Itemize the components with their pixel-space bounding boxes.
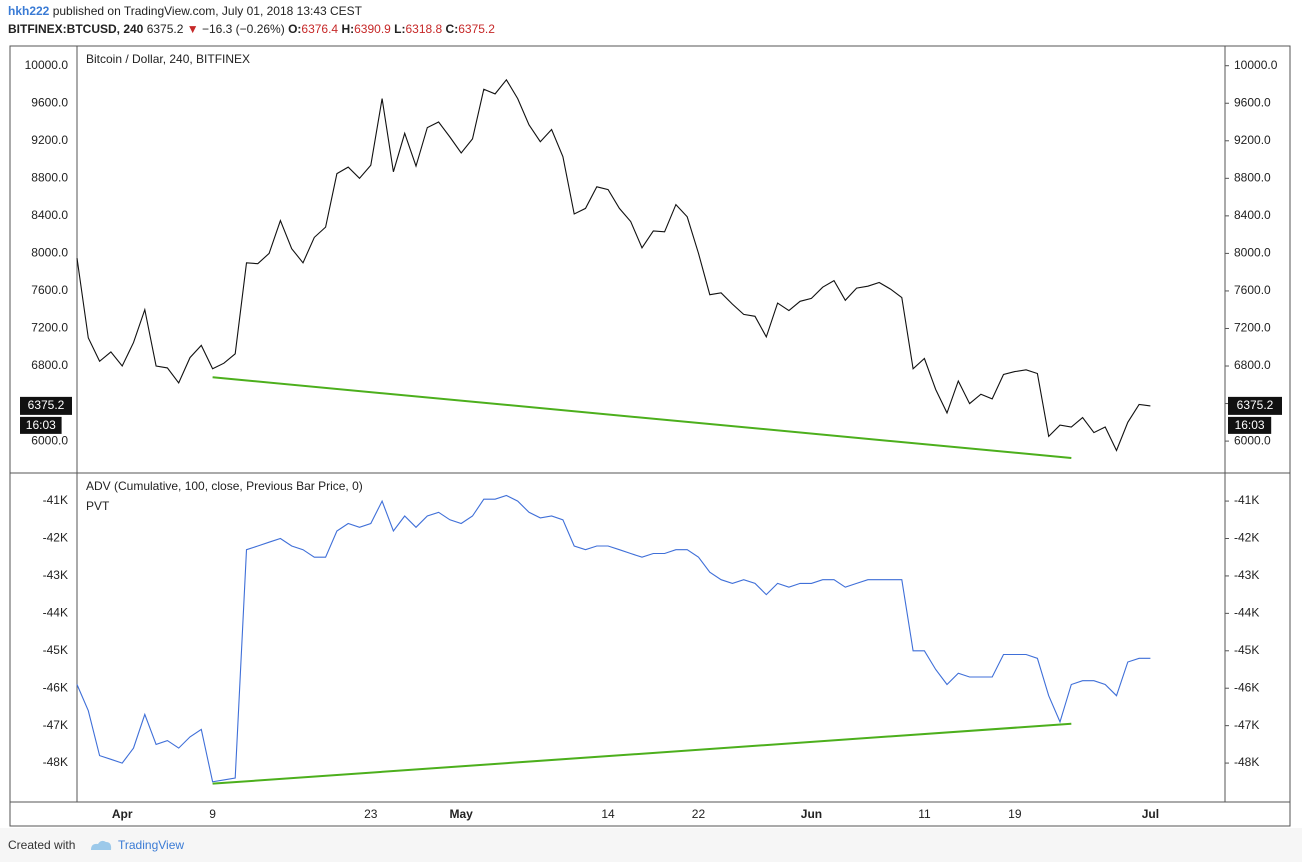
y-tick-label: 6000.0 [31, 433, 68, 447]
open-label: O: [288, 22, 302, 36]
close: 6375.2 [458, 22, 495, 36]
x-tick-label: 9 [209, 807, 216, 821]
high-label: H: [341, 22, 355, 36]
y-tick-label-right: -48K [1234, 755, 1259, 769]
low: 6318.8 [405, 22, 443, 36]
logo [91, 840, 112, 850]
series-line [76, 78, 1151, 452]
y-tick-label-right: 8000.0 [1234, 246, 1271, 260]
y-tick-label: -44K [43, 606, 68, 620]
y-tick-label-right: -41K [1234, 493, 1259, 507]
pane-title: Bitcoin / Dollar, 240, BITFINEX [86, 52, 250, 66]
y-tick-label-right: 8400.0 [1234, 208, 1271, 222]
y-tick-label: 9600.0 [31, 95, 68, 109]
y-tick-label-right: 7600.0 [1234, 283, 1271, 297]
publish-line: hkh222 published on TradingView.com, Jul… [8, 4, 362, 18]
y-tick-label: 6800.0 [31, 358, 68, 372]
frame [9, 45, 1291, 827]
pane-title: ADV (Cumulative, 100, close, Previous Ba… [86, 479, 363, 493]
x-tick-label: 19 [1008, 807, 1022, 821]
x-tick-label: 23 [364, 807, 378, 821]
chart: Apr923May1422Jun1119Jul6000.06000.06400.… [9, 45, 1291, 827]
y-tick-label-right: -46K [1234, 680, 1259, 694]
x-tick-label: Jul [1142, 807, 1159, 821]
created-with: Created with [8, 838, 76, 852]
y-tick-label: -45K [43, 643, 68, 657]
y-tick-label: 7600.0 [31, 283, 68, 297]
y-tick-label: -48K [43, 755, 68, 769]
y-tick-label: 9200.0 [31, 133, 68, 147]
y-tick-label-right: 10000.0 [1234, 58, 1278, 72]
y-tick-label: -42K [43, 531, 68, 545]
trend-line [212, 376, 1072, 459]
last-price-badge-left [20, 396, 72, 415]
countdown-badge-right [1228, 416, 1272, 434]
brand[interactable]: TradingView [118, 838, 185, 852]
change: −16.3 (−0.26%) [201, 22, 285, 36]
y-tick-label: -47K [43, 718, 68, 732]
x-tick-label: Jun [801, 807, 822, 821]
y-tick-label: -41K [43, 493, 68, 507]
x-tick-label: Apr [112, 807, 133, 821]
last-price: 6375.2 [146, 22, 184, 36]
symbol: BITFINEX:BTCUSD, 240 [8, 22, 144, 36]
y-tick-label-right: 7200.0 [1234, 321, 1271, 335]
y-tick-label: -46K [43, 680, 68, 694]
close-label: C: [445, 22, 459, 36]
x-tick-label: 22 [692, 807, 706, 821]
y-tick-label-right: -47K [1234, 718, 1259, 732]
y-tick-label-right: -45K [1234, 643, 1259, 657]
last-price-right: 6375.2 [1237, 398, 1274, 412]
high: 6390.9 [354, 22, 391, 36]
y-tick-label-right: 8800.0 [1234, 170, 1271, 184]
low-label: L: [394, 22, 406, 36]
y-tick-label-right: -42K [1234, 531, 1259, 545]
last-price-left: 6375.2 [28, 398, 65, 412]
y-tick-label-right: -44K [1234, 606, 1259, 620]
y-tick-label: 8000.0 [31, 246, 68, 260]
y-tick-label: 8400.0 [31, 208, 68, 222]
x-tick-label: May [450, 807, 474, 821]
y-tick-label: 10000.0 [25, 58, 69, 72]
open: 6376.4 [301, 22, 339, 36]
y-tick-label-right: 9200.0 [1234, 133, 1271, 147]
x-tick-label: 11 [918, 807, 931, 821]
y-tick-label: -43K [43, 568, 68, 582]
quote-line: BITFINEX:BTCUSD, 240 6375.2 ▼ −16.3 (−0.… [8, 22, 495, 36]
y-tick-label-right: 9600.0 [1234, 95, 1271, 109]
countdown-right: 16:03 [1235, 418, 1265, 432]
footer: Created with TradingView [0, 828, 1302, 862]
trend-line [212, 722, 1072, 785]
y-tick-label: 8800.0 [31, 170, 68, 184]
change-arrow: ▼ [186, 22, 199, 36]
countdown-badge-left [20, 416, 62, 434]
y-tick-label-right: 6000.0 [1234, 433, 1271, 447]
pane-subtitle: PVT [86, 499, 110, 513]
series-line [76, 494, 1151, 783]
x-tick-label: 14 [601, 807, 615, 821]
last-price-badge-right [1228, 396, 1282, 415]
y-tick-label-right: -43K [1234, 568, 1259, 582]
y-tick-label: 7200.0 [31, 321, 68, 335]
author[interactable]: hkh222 [8, 4, 50, 18]
countdown-left: 16:03 [26, 418, 56, 432]
publish-info: published on TradingView.com, July 01, 2… [52, 4, 363, 18]
y-tick-label-right: 6800.0 [1234, 358, 1271, 372]
